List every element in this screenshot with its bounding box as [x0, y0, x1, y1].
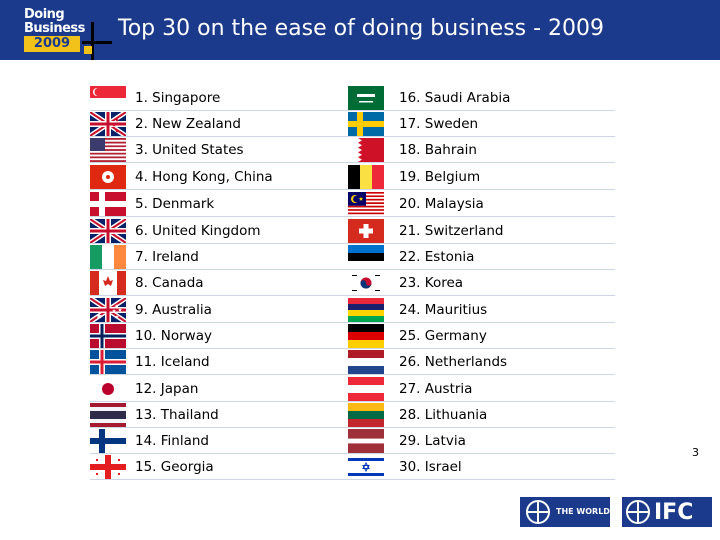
ranking-label: 29. Latvia	[399, 433, 466, 449]
row-divider	[90, 216, 615, 217]
iceland-flag	[90, 350, 126, 374]
ireland-flag	[90, 245, 126, 269]
logo-line2: Business	[24, 21, 85, 36]
latvia-flag	[348, 429, 384, 453]
ranking-label: 28. Lithuania	[399, 407, 488, 423]
norway-flag	[90, 324, 126, 348]
ranking-label: 20. Malaysia	[399, 196, 484, 212]
denmark-flag	[90, 192, 126, 216]
world-bank-label: THE WORLD BANK	[556, 507, 638, 516]
page-number: 3	[692, 446, 699, 459]
thailand-flag	[90, 403, 126, 427]
ranking-label: 12. Japan	[135, 381, 199, 397]
ranking-label: 27. Austria	[399, 381, 473, 397]
ranking-label: 1. Singapore	[135, 90, 221, 106]
logo-crossbar	[82, 41, 112, 44]
row-divider	[90, 348, 615, 349]
row-divider	[90, 295, 615, 296]
ranking-label: 10. Norway	[135, 328, 212, 344]
mauritius-flag	[348, 298, 384, 322]
row-divider	[90, 374, 615, 375]
finland-flag	[90, 429, 126, 453]
korea-flag	[348, 271, 384, 295]
ifc-globe-icon	[626, 500, 650, 524]
canada-flag	[90, 271, 126, 295]
ranking-label: 15. Georgia	[135, 459, 214, 475]
germany-flag	[348, 324, 384, 348]
ranking-label: 24. Mauritius	[399, 302, 488, 318]
row-divider	[90, 401, 615, 402]
lithuania-flag	[348, 403, 384, 427]
hong-kong-flag	[90, 165, 126, 189]
ranking-label: 2. New Zealand	[135, 116, 241, 132]
ranking-label: 5. Denmark	[135, 196, 215, 212]
georgia-flag	[90, 455, 126, 479]
ranking-label: 3. United States	[135, 142, 244, 158]
saudi-arabia-flag	[348, 86, 384, 110]
new-zealand-flag	[90, 112, 126, 136]
ranking-label: 23. Korea	[399, 275, 464, 291]
israel-flag	[348, 455, 384, 479]
ranking-label: 21. Switzerland	[399, 223, 504, 239]
row-divider	[90, 136, 615, 137]
bahrain-flag	[348, 138, 384, 162]
row-divider	[90, 427, 615, 428]
ranking-label: 11. Iceland	[135, 354, 210, 370]
singapore-flag	[90, 86, 126, 110]
ranking-label: 7. Ireland	[135, 249, 199, 265]
row-divider	[90, 243, 615, 244]
ranking-label: 9. Australia	[135, 302, 212, 318]
row-divider	[90, 110, 615, 111]
logo-line1: Doing	[24, 7, 65, 22]
sweden-flag	[348, 112, 384, 136]
belgium-flag	[348, 165, 384, 189]
ranking-label: 6. United Kingdom	[135, 223, 261, 239]
ranking-label: 16. Saudi Arabia	[399, 90, 511, 106]
united-states-flag	[90, 138, 126, 162]
doing-business-logo: Doing Business 2009	[0, 0, 112, 60]
ranking-label: 18. Bahrain	[399, 142, 477, 158]
header-bar: Doing Business 2009 Top 30 on the ease o…	[0, 0, 720, 60]
ranking-label: 14. Finland	[135, 433, 209, 449]
ifc-label: IFC	[654, 500, 694, 525]
row-divider	[90, 269, 615, 270]
logo-year: 2009	[24, 36, 80, 52]
row-divider	[90, 453, 615, 454]
japan-flag	[90, 377, 126, 401]
netherlands-flag	[348, 350, 384, 374]
switzerland-flag	[348, 219, 384, 243]
ranking-label: 26. Netherlands	[399, 354, 508, 370]
estonia-flag	[348, 245, 384, 269]
ranking-label: 8. Canada	[135, 275, 204, 291]
ranking-label: 17. Sweden	[399, 116, 479, 132]
austria-flag	[348, 377, 384, 401]
row-divider	[90, 189, 615, 190]
world-bank-logo: THE WORLD BANK	[520, 497, 638, 527]
world-bank-globe-icon	[526, 500, 550, 524]
row-divider	[90, 162, 615, 163]
row-divider	[90, 479, 615, 480]
ifc-logo: IFC	[622, 497, 712, 527]
ranking-label: 13. Thailand	[135, 407, 219, 423]
ranking-label: 4. Hong Kong, China	[135, 169, 273, 185]
logo-square	[84, 46, 92, 54]
logo-crossbar-vertical	[91, 22, 94, 60]
united-kingdom-flag	[90, 219, 126, 243]
ranking-label: 30. Israel	[399, 459, 462, 475]
page-title: Top 30 on the ease of doing business - 2…	[118, 16, 605, 41]
malaysia-flag	[348, 192, 384, 216]
ranking-label: 19. Belgium	[399, 169, 481, 185]
row-divider	[90, 322, 615, 323]
australia-flag	[90, 298, 126, 322]
ranking-label: 22. Estonia	[399, 249, 475, 265]
ranking-label: 25. Germany	[399, 328, 487, 344]
